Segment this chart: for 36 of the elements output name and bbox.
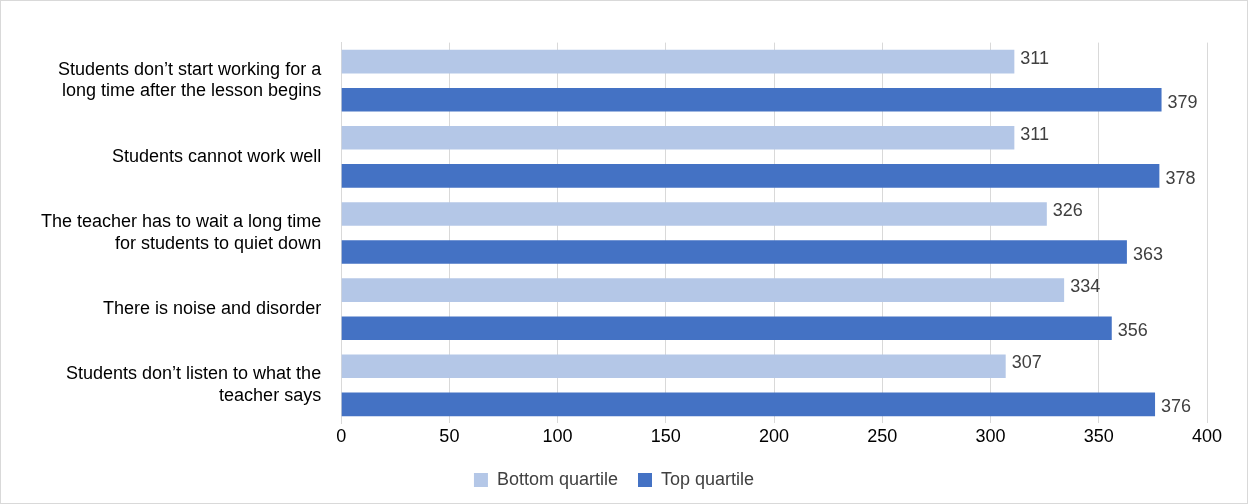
data-label: 307 — [1011, 352, 1042, 373]
legend-label: Bottom quartile — [496, 468, 618, 489]
bar — [341, 87, 1162, 112]
data-label: 311 — [1020, 123, 1050, 144]
y-tick-label: The teacher has to wait a long time for students to quiet down — [41, 211, 322, 253]
data-label: 378 — [1165, 167, 1196, 188]
data-label: 379 — [1167, 91, 1198, 112]
x-tick-label: 50 — [439, 426, 460, 447]
y-tick-label: Students don’t listen to what the teacher says — [65, 363, 322, 406]
data-label: 376 — [1161, 396, 1192, 417]
y-tick-label: There is noise and disorder — [103, 298, 322, 319]
y-tick-label: Students don’t start working for a long time after the lesson begins — [58, 58, 323, 101]
x-tick-label: 150 — [650, 426, 681, 447]
x-tick-label: 300 — [975, 426, 1006, 447]
bar — [341, 202, 1047, 226]
bar — [341, 278, 1065, 302]
x-tick-label: 0 — [336, 426, 347, 447]
data-label: 363 — [1132, 244, 1163, 265]
bar — [341, 49, 1015, 74]
bar — [341, 354, 1006, 379]
data-label: 356 — [1117, 320, 1148, 341]
data-label: 311 — [1020, 47, 1050, 68]
bar — [341, 126, 1015, 150]
x-tick-label: 100 — [542, 426, 573, 447]
x-tick-label: 200 — [759, 426, 790, 447]
bar — [341, 240, 1127, 264]
x-tick-label: 400 — [1191, 426, 1223, 447]
x-tick-label: 250 — [867, 426, 898, 447]
bar — [341, 392, 1156, 417]
x-tick-label: 350 — [1083, 426, 1114, 447]
bar — [341, 316, 1112, 341]
data-label: 334 — [1070, 276, 1101, 297]
legend-label: Top quartile — [661, 468, 755, 489]
y-tick-label: Students cannot work well — [112, 145, 322, 166]
bar — [341, 164, 1160, 188]
data-label: 326 — [1052, 199, 1083, 220]
